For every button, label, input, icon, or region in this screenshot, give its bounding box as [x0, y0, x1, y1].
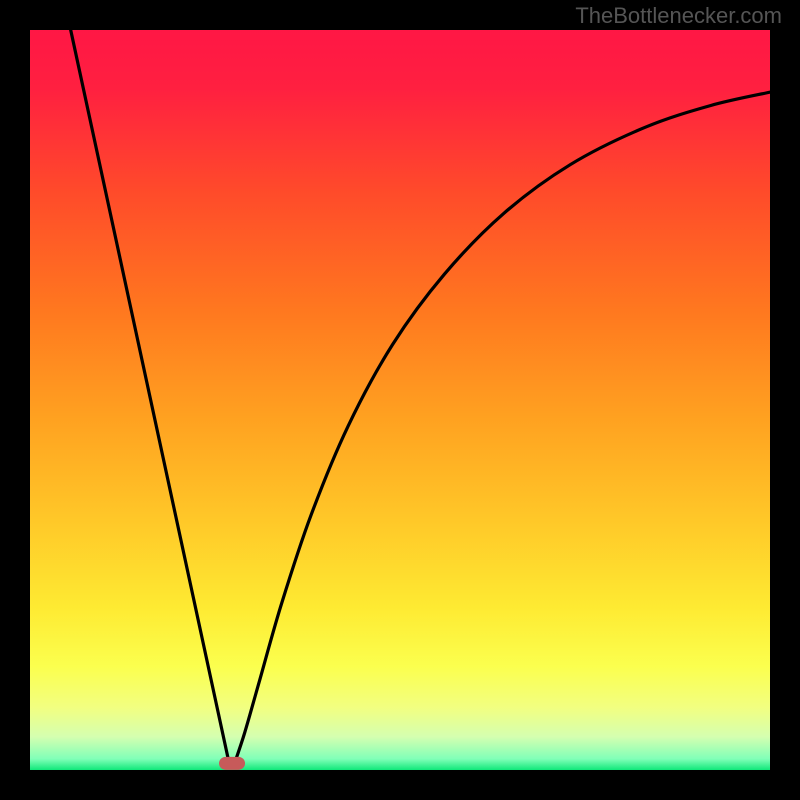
bottleneck-chart [0, 0, 800, 800]
watermark-label: TheBottlenecker.com [575, 3, 782, 29]
optimal-point-marker [219, 757, 245, 770]
chart-gradient-background [30, 30, 770, 770]
